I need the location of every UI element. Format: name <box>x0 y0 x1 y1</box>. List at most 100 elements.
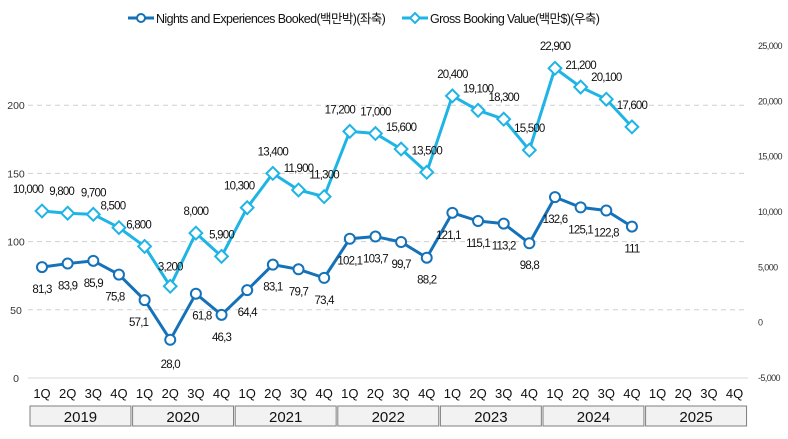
x-tick-label: 4Q <box>623 386 640 401</box>
x-tick-label: 1Q <box>649 386 666 401</box>
year-group-box <box>132 405 235 427</box>
data-label: 75,8 <box>105 292 125 304</box>
year-group-box <box>234 405 337 427</box>
x-tick-label: 3Q <box>598 386 615 401</box>
data-label: 18,300 <box>489 92 520 104</box>
data-label: 81,3 <box>32 284 52 296</box>
data-point-gbv <box>265 165 281 182</box>
data-label: 113,2 <box>492 241 516 253</box>
year-group-box <box>337 405 440 427</box>
y-right-tick-label: 15,000 <box>758 152 783 162</box>
year-group-label: 2020 <box>166 409 199 426</box>
data-point-nights <box>112 268 125 281</box>
data-label: 11,900 <box>284 163 314 175</box>
data-point-nights <box>549 191 561 204</box>
data-label: 83,9 <box>58 281 78 293</box>
x-tick-label: 1Q <box>33 386 50 401</box>
data-label: 79,7 <box>289 286 309 298</box>
data-point-nights <box>36 261 48 274</box>
data-point-nights <box>266 258 279 271</box>
data-label: 83,1 <box>263 282 283 294</box>
data-label: 46,3 <box>212 332 232 344</box>
legend-diamond-marker-icon <box>402 11 428 24</box>
data-point-gbv <box>521 142 538 158</box>
y-left-tick-label: 150 <box>7 168 25 180</box>
x-tick-label: 1Q <box>341 386 358 401</box>
data-label: 61,8 <box>192 311 212 323</box>
data-point-nights <box>61 257 74 270</box>
data-point-gbv <box>598 91 615 108</box>
data-label: 20,100 <box>591 72 622 84</box>
data-label: 57,1 <box>129 317 149 329</box>
x-tick-label: 3Q <box>290 386 307 401</box>
data-label: 28,0 <box>161 359 181 371</box>
data-label: 64,4 <box>238 307 259 319</box>
data-point-gbv <box>547 60 563 77</box>
legend-circle-marker-icon <box>128 12 154 23</box>
data-label: 22,900 <box>540 41 571 53</box>
data-label: 10,000 <box>13 184 44 196</box>
x-tick-label: 2Q <box>572 386 589 401</box>
y-right-tick-label: 20,000 <box>758 96 783 106</box>
y-left-tick-label: 0 <box>13 373 19 385</box>
year-group-box <box>645 405 748 427</box>
legend-item-nights: Nights and Experiences Booked(백만박)(좌축) <box>128 8 386 27</box>
data-point-nights <box>215 308 228 321</box>
data-label: 17,200 <box>325 104 356 116</box>
data-label: 9,700 <box>81 187 106 199</box>
data-point-nights <box>395 236 408 249</box>
data-point-gbv <box>495 111 512 127</box>
data-point-nights <box>574 201 587 214</box>
data-label: 8,500 <box>101 201 126 213</box>
data-label: 73,4 <box>315 295 336 307</box>
data-label: 98,8 <box>520 260 540 272</box>
data-label: 115,1 <box>466 238 490 250</box>
data-point-gbv <box>418 164 435 181</box>
data-point-nights <box>369 230 382 243</box>
legend-label-nights: Nights and Experiences Booked(백만박)(좌축) <box>156 12 386 26</box>
data-point-nights <box>318 271 331 284</box>
x-tick-label: 2Q <box>59 386 76 401</box>
data-label: 17,600 <box>617 100 648 112</box>
series-line-nights <box>41 195 633 342</box>
data-label: 8,000 <box>184 206 209 218</box>
data-point-gbv <box>367 125 384 142</box>
y-left-tick-label: 200 <box>7 100 25 112</box>
x-tick-label: 2Q <box>264 386 281 401</box>
x-tick-label: 2Q <box>367 386 384 401</box>
data-label: 13,400 <box>258 146 289 158</box>
data-label: 11,300 <box>309 170 339 182</box>
data-point-gbv <box>290 182 307 198</box>
x-tick-label: 4Q <box>213 386 230 401</box>
y-right-tick-label: 10,000 <box>758 207 783 217</box>
data-point-nights <box>241 284 254 297</box>
data-label: 111 <box>624 244 639 256</box>
data-label: 20,400 <box>437 69 468 81</box>
x-tick-label: 2Q <box>162 386 179 401</box>
data-label: 85,9 <box>84 278 104 290</box>
x-tick-label: 1Q <box>239 386 256 401</box>
y-right-tick-label: 25,000 <box>758 41 783 51</box>
data-point-gbv <box>85 206 102 223</box>
x-tick-label: 1Q <box>546 386 563 401</box>
x-tick-label: 2Q <box>675 386 692 401</box>
data-label: 10,300 <box>224 181 255 193</box>
data-point-nights <box>472 215 485 228</box>
data-point-gbv <box>239 199 255 216</box>
data-label: 15,600 <box>386 122 417 134</box>
data-label: 19,100 <box>463 83 494 95</box>
x-tick-label: 3Q <box>392 386 409 401</box>
data-point-nights <box>446 206 459 219</box>
chart-legend: Nights and Experiences Booked(백만박)(좌축) G… <box>0 8 788 28</box>
data-label: 13,500 <box>412 145 443 157</box>
x-tick-label: 3Q <box>700 386 717 401</box>
data-point-gbv <box>316 188 332 205</box>
year-group-label: 2019 <box>64 409 97 426</box>
x-tick-label: 4Q <box>418 386 435 401</box>
x-tick-label: 4Q <box>726 386 743 401</box>
data-point-gbv <box>136 238 153 255</box>
data-point-gbv <box>470 102 486 119</box>
data-label: 125,1 <box>568 224 593 236</box>
y-right-tick-label: -5,000 <box>758 373 781 383</box>
